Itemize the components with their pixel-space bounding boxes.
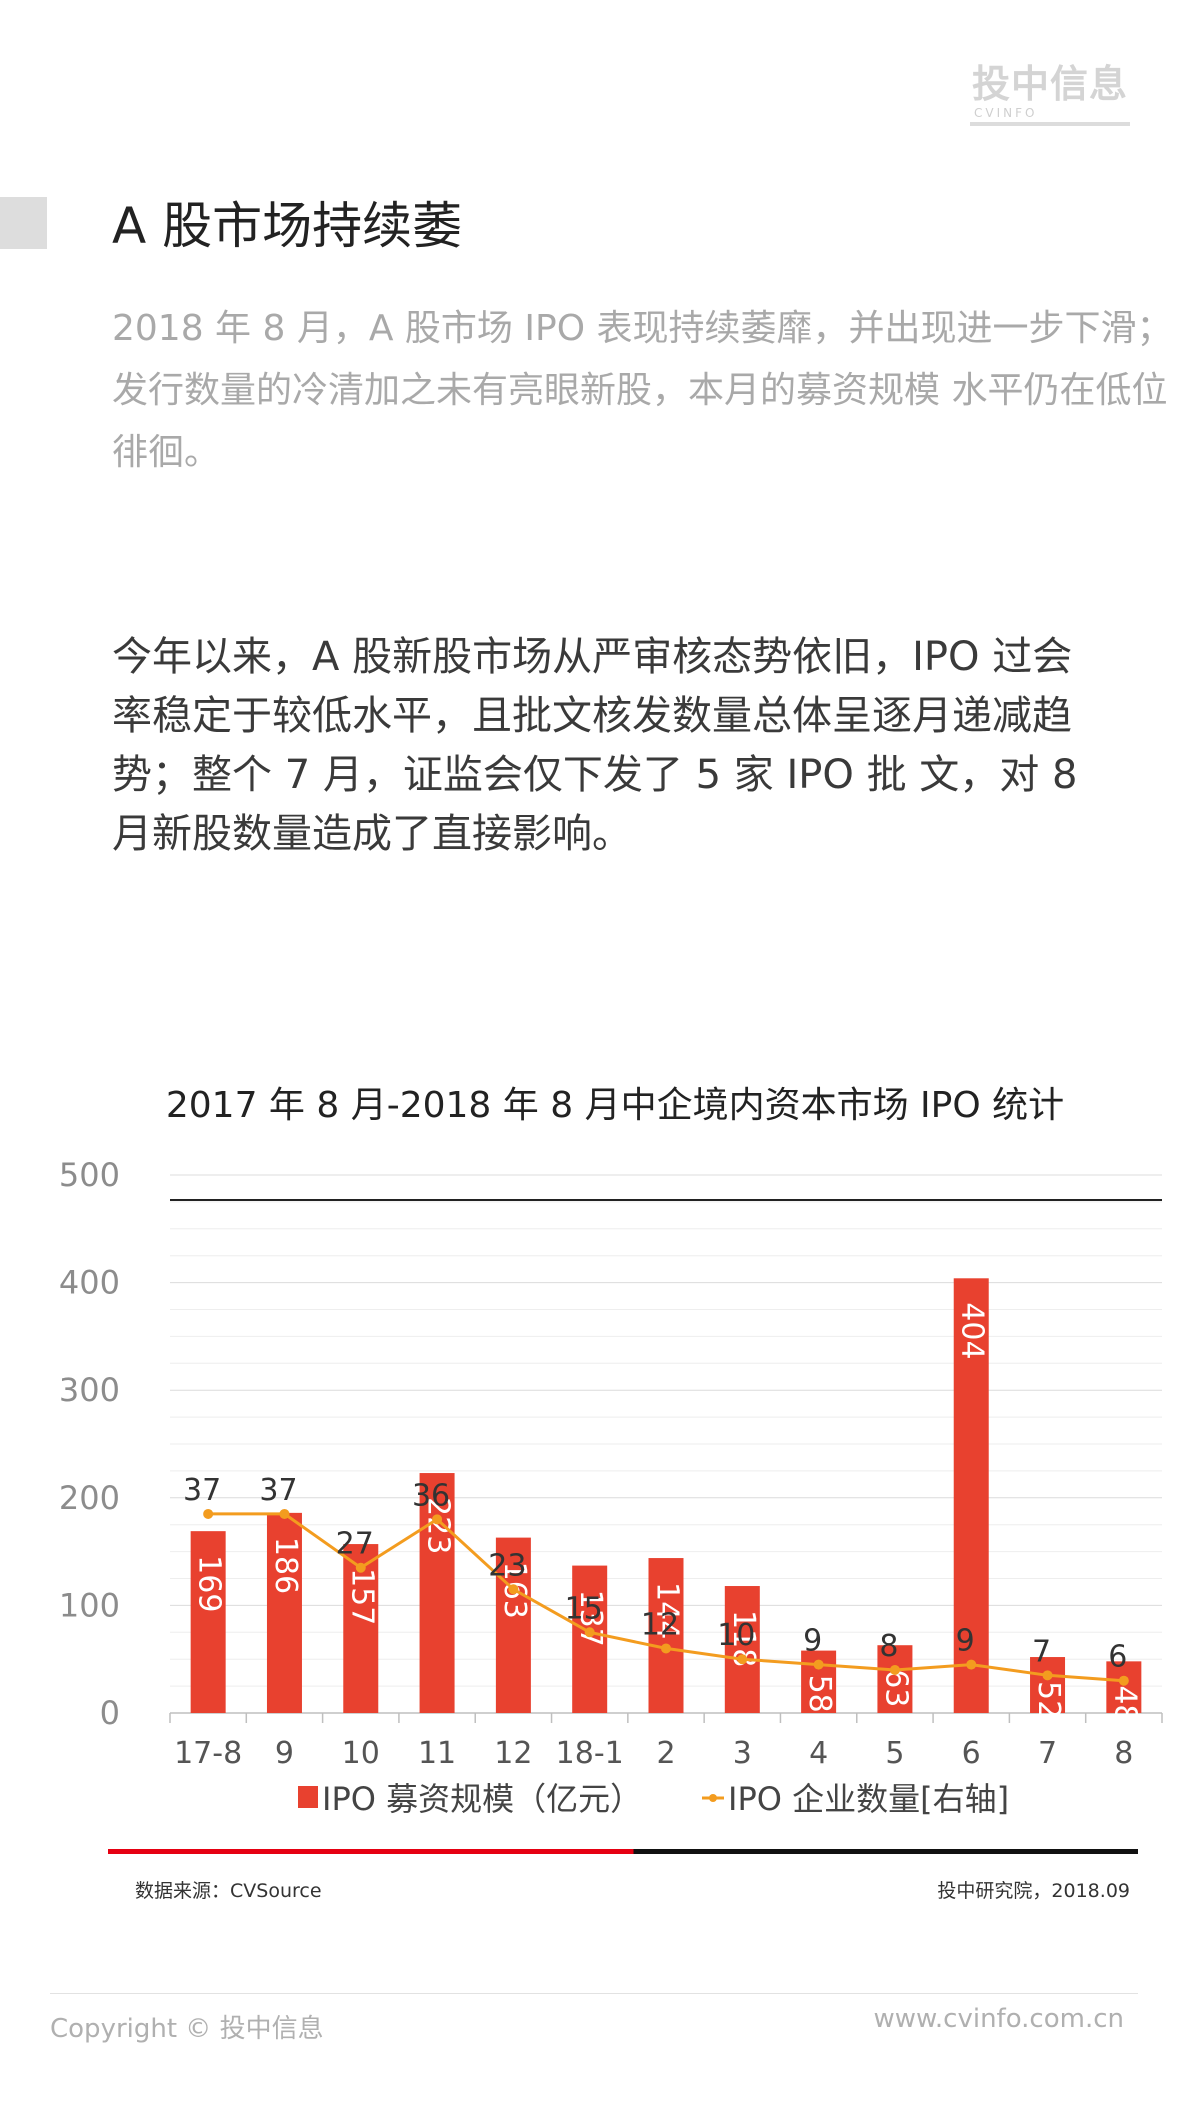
bar-value-label: 157 bbox=[344, 1568, 379, 1625]
intro-paragraph: 2018 年 8 月，A 股市场 IPO 表现持续萎靡，并出现进一步下滑；发行数… bbox=[112, 308, 1173, 473]
report-credit: 投中研究院，2018.09 bbox=[937, 1880, 1130, 1902]
line-value-label: 37 bbox=[259, 1473, 297, 1508]
brand-logo: 投中信息 CVINFO bbox=[970, 62, 1130, 126]
line-value-label: 23 bbox=[488, 1548, 526, 1583]
x-tick-label: 4 bbox=[809, 1736, 828, 1771]
y-tick-label: 100 bbox=[59, 1586, 120, 1624]
x-tick-label: 12 bbox=[494, 1736, 532, 1771]
line-point-12 bbox=[508, 1584, 519, 1595]
x-tick-label: 10 bbox=[342, 1736, 380, 1771]
bar-value-label: 186 bbox=[268, 1537, 303, 1594]
section-title: A 股市场持续萎 bbox=[112, 197, 463, 255]
bar-value-label: 144 bbox=[650, 1582, 685, 1639]
line-point-11 bbox=[432, 1514, 443, 1525]
line-value-label: 37 bbox=[183, 1473, 221, 1508]
line-point-3 bbox=[737, 1654, 748, 1665]
bar-7 bbox=[1030, 1657, 1066, 1713]
line-value-label: 6 bbox=[1108, 1640, 1127, 1675]
bar-value-label: 63 bbox=[878, 1669, 913, 1707]
bar-6 bbox=[953, 1278, 989, 1713]
source-divider bbox=[108, 1849, 1138, 1854]
line-value-label: 8 bbox=[879, 1629, 898, 1664]
bar-value-label: 48 bbox=[1107, 1685, 1142, 1723]
line-value-label: 7 bbox=[1032, 1634, 1051, 1669]
y-tick-label: 400 bbox=[59, 1264, 120, 1302]
x-tick-label: 8 bbox=[1114, 1736, 1133, 1771]
bar-8 bbox=[1106, 1661, 1142, 1713]
line-value-label: 36 bbox=[412, 1478, 450, 1513]
x-tick-label: 6 bbox=[962, 1736, 981, 1771]
y-tick-label: 200 bbox=[59, 1479, 120, 1517]
x-tick-label: 5 bbox=[885, 1736, 904, 1771]
chart-title: 2017 年 8 月-2018 年 8 月中企境内资本市场 IPO 统计 bbox=[165, 1085, 1065, 1126]
x-tick-label: 18-1 bbox=[556, 1736, 624, 1771]
bar-18-1 bbox=[572, 1565, 608, 1713]
line-value-label: 9 bbox=[803, 1624, 822, 1659]
legend-bar-label: IPO 募资规模（亿元） bbox=[322, 1780, 642, 1818]
bar-value-label: 169 bbox=[192, 1555, 227, 1612]
bar-value-label: 52 bbox=[1031, 1681, 1066, 1719]
bar-3 bbox=[724, 1586, 760, 1713]
line-point-2 bbox=[661, 1643, 671, 1654]
x-tick-label: 2 bbox=[656, 1736, 675, 1771]
data-source: 数据来源：CVSource bbox=[135, 1880, 322, 1902]
x-tick-label: 3 bbox=[733, 1736, 752, 1771]
line-point-10 bbox=[355, 1562, 366, 1573]
bar-2 bbox=[648, 1558, 684, 1713]
legend-line-label: IPO 企业数量[右轴] bbox=[728, 1780, 1009, 1818]
logo-subtext: CVINFO bbox=[970, 106, 1130, 126]
line-point-7 bbox=[1042, 1670, 1053, 1681]
line-value-label: 12 bbox=[641, 1607, 679, 1642]
y-tick-label: 300 bbox=[59, 1371, 120, 1409]
line-point-4 bbox=[813, 1659, 824, 1670]
bar-9 bbox=[266, 1512, 302, 1713]
line-point-5 bbox=[889, 1664, 900, 1675]
section-marker bbox=[0, 197, 47, 249]
x-tick-label: 9 bbox=[275, 1736, 294, 1771]
bar-value-label: 404 bbox=[955, 1302, 990, 1359]
legend-bar-swatch bbox=[298, 1786, 318, 1808]
legend-line-marker bbox=[709, 1794, 717, 1802]
copyright-text: Copyright © 投中信息 bbox=[50, 2014, 324, 2044]
line-point-18-1 bbox=[584, 1627, 595, 1638]
bar-12 bbox=[495, 1537, 531, 1713]
line-value-label: 10 bbox=[717, 1618, 755, 1653]
bar-value-label: 137 bbox=[573, 1590, 608, 1647]
bar-17-8 bbox=[190, 1531, 226, 1713]
bar-11 bbox=[419, 1473, 455, 1713]
line-point-9 bbox=[279, 1508, 290, 1519]
y-tick-label: 500 bbox=[59, 1156, 120, 1194]
bar-value-label: 58 bbox=[802, 1675, 837, 1713]
line-value-label: 27 bbox=[336, 1527, 374, 1562]
line-value-label: 15 bbox=[565, 1591, 603, 1626]
line-point-8 bbox=[1118, 1675, 1129, 1686]
y-tick-label: 0 bbox=[100, 1694, 120, 1732]
website-link[interactable]: www.cvinfo.com.cn bbox=[873, 2004, 1125, 2034]
body-paragraph: 今年以来，A 股新股市场从严审核态势依旧，IPO 过会率稳定于较低水平，且批文核… bbox=[112, 634, 1078, 857]
line-value-label: 9 bbox=[956, 1624, 975, 1659]
x-tick-label: 11 bbox=[418, 1736, 456, 1771]
line-point-6 bbox=[966, 1659, 977, 1670]
logo-text: 投中信息 bbox=[971, 62, 1128, 106]
line-point-17-8 bbox=[203, 1508, 214, 1519]
ipo-combo-chart: 0100200300400500169186157223163137144118… bbox=[59, 1156, 1163, 1818]
bar-5 bbox=[877, 1645, 913, 1713]
x-tick-label: 7 bbox=[1038, 1736, 1057, 1771]
footer-divider bbox=[50, 1993, 1138, 1994]
x-tick-label: 17-8 bbox=[174, 1736, 242, 1771]
